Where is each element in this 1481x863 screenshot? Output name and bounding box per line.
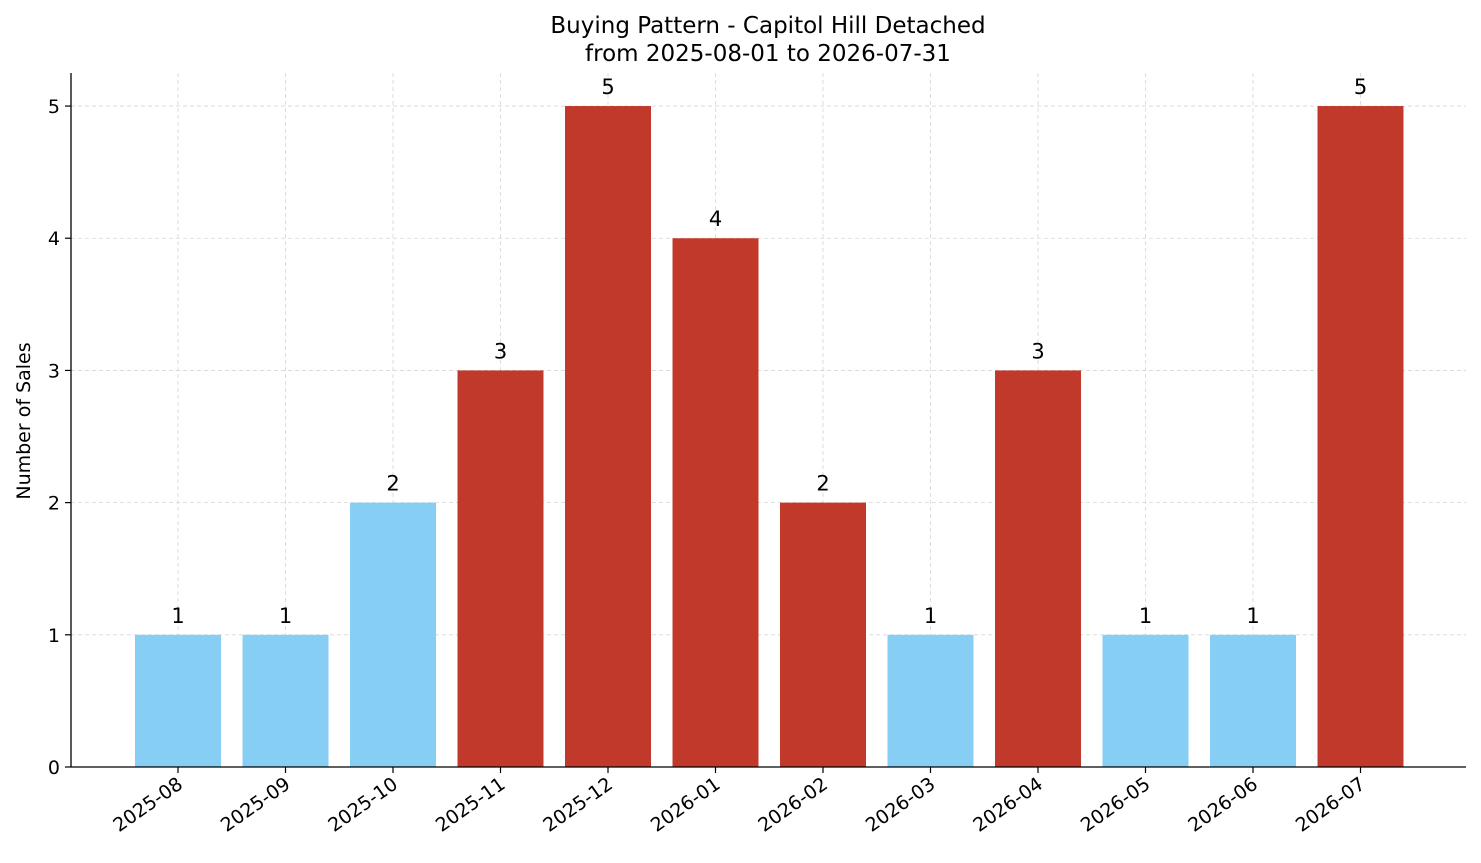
x-tick-label: 2026-01 <box>647 773 725 837</box>
data-label: 5 <box>601 75 614 99</box>
data-label: 3 <box>494 339 507 363</box>
chart-title: Buying Pattern - Capitol Hill Detached <box>550 13 985 39</box>
bar-2025-08 <box>135 634 221 767</box>
y-axis-label: Number of Sales <box>13 342 35 499</box>
bar-2026-02 <box>780 502 866 767</box>
x-tick-label: 2026-06 <box>1184 773 1262 837</box>
x-tick-label: 2025-09 <box>217 773 295 837</box>
data-label: 1 <box>279 604 292 628</box>
x-ticks: 2025-08 2025-09 2025-10 2025-11 2025-12 2026-… <box>109 767 1369 837</box>
y-tick-label: 3 <box>48 360 60 382</box>
bar-2026-06 <box>1210 634 1296 767</box>
bar-2025-12 <box>565 106 651 768</box>
axes <box>70 73 1466 768</box>
bar-2025-09 <box>242 634 329 767</box>
bar-2025-11 <box>457 370 544 767</box>
y-tick-label: 0 <box>48 757 60 779</box>
y-tick-label: 1 <box>48 625 60 647</box>
x-tick-label: 2026-07 <box>1292 773 1370 837</box>
x-tick-label: 2026-03 <box>862 773 940 837</box>
x-tick-label: 2025-11 <box>432 773 510 837</box>
y-ticks: 0 1 2 3 4 5 <box>48 96 71 779</box>
x-tick-label: 2025-12 <box>539 773 617 837</box>
x-tick-label: 2026-02 <box>754 773 832 837</box>
data-label: 1 <box>924 604 937 628</box>
bars <box>135 106 1404 768</box>
data-label: 1 <box>171 604 184 628</box>
data-label: 2 <box>816 472 829 496</box>
data-label: 3 <box>1031 339 1044 363</box>
x-tick-label: 2025-08 <box>109 773 187 837</box>
data-labels: 1 1 2 3 5 4 2 1 3 1 1 5 <box>171 75 1367 628</box>
data-label: 4 <box>709 207 722 231</box>
bar-2026-07 <box>1317 106 1404 768</box>
bar-2026-04 <box>995 370 1081 767</box>
bar-2025-10 <box>350 502 436 767</box>
x-tick-label: 2025-10 <box>324 773 402 837</box>
y-tick-label: 5 <box>48 96 60 118</box>
bar-2026-01 <box>672 238 759 767</box>
x-tick-label: 2026-05 <box>1077 773 1155 837</box>
chart-subtitle: from 2025-08-01 to 2026-07-31 <box>585 41 951 67</box>
bar-2026-03 <box>887 634 974 767</box>
data-label: 5 <box>1354 75 1367 99</box>
data-label: 2 <box>386 472 399 496</box>
data-label: 1 <box>1246 604 1259 628</box>
bar-2026-05 <box>1102 634 1189 767</box>
y-tick-label: 4 <box>48 228 60 250</box>
y-tick-label: 2 <box>48 493 60 515</box>
data-label: 1 <box>1139 604 1152 628</box>
x-tick-label: 2026-04 <box>969 773 1047 837</box>
